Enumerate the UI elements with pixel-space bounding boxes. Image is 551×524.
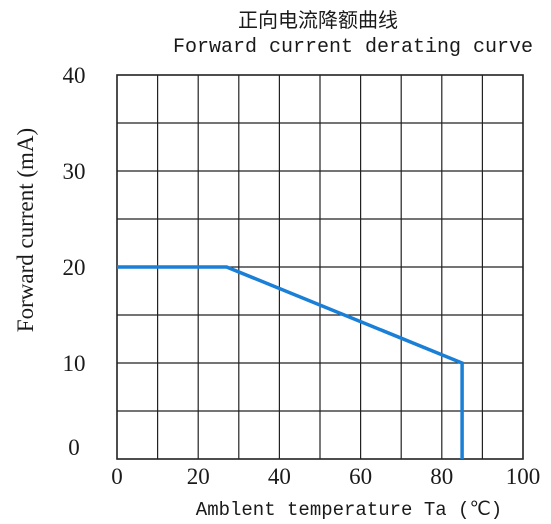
x-tick-label: 0 (111, 464, 123, 489)
y-tick-label: 30 (63, 159, 86, 184)
series-line (117, 265, 464, 459)
x-axis-ticks: 0 20 40 60 80 100 (111, 464, 540, 489)
x-tick-label: 80 (430, 464, 453, 489)
y-tick-label: 10 (63, 351, 86, 376)
y-axis-ticks: 0 10 20 30 40 (63, 63, 86, 460)
chart-title-en: Forward current derating curve (173, 36, 533, 59)
y-tick-label: 40 (63, 63, 86, 88)
x-tick-label: 20 (187, 464, 210, 489)
x-tick-label: 60 (349, 464, 372, 489)
y-tick-label: 0 (68, 435, 80, 460)
y-axis-label: Forward current (mA) (13, 128, 38, 332)
x-axis-label: Amblent temperature Ta (℃) (196, 499, 502, 521)
x-tick-label: 40 (268, 464, 291, 489)
x-tick-label: 100 (506, 464, 541, 489)
series-layer (116, 265, 464, 460)
chart-title-cn: 正向电流降额曲线 (238, 8, 398, 32)
y-tick-label: 20 (63, 255, 86, 280)
grid (117, 75, 523, 459)
